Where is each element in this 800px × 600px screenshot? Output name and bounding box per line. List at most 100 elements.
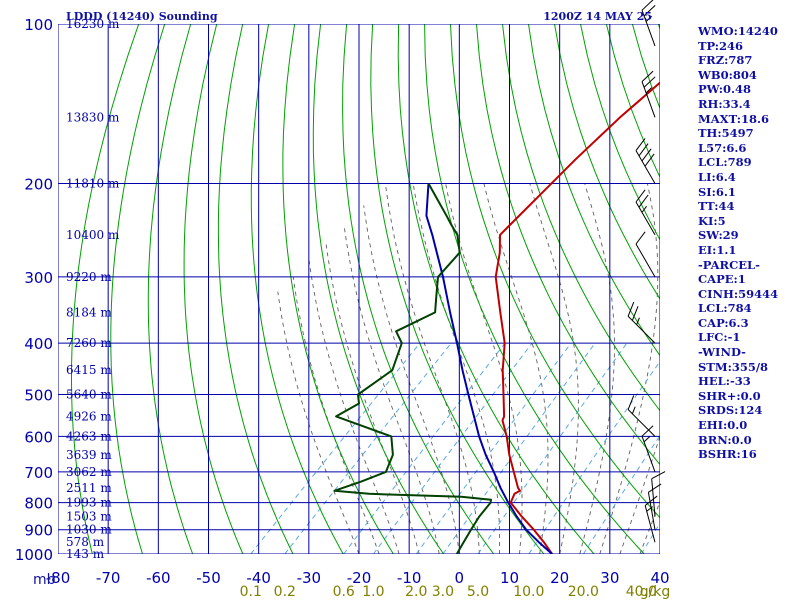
wind-barb-flag [635,189,646,203]
sounding-index-item: CAPE:1 [698,272,746,287]
dry-adiabat-line [502,24,660,412]
temperature-tick-label: -80 [46,569,71,587]
wind-barb-half-flag [645,87,653,94]
pressure-tick-label: 100 [24,16,53,34]
dry-adiabat-line [312,24,444,554]
dry-adiabat-line [370,24,545,554]
wind-barb-flag [641,425,654,437]
wind-barb-staff [627,315,656,344]
temperature-tick-label: 10 [500,569,519,587]
dry-adiabat-line [71,24,140,554]
wind-barb-flag [643,76,656,88]
pressure-tick-label: 200 [24,176,53,194]
sounding-index-item: TP:246 [698,38,744,53]
height-label: 7260 m [66,336,112,350]
wind-barb-flag [627,301,635,317]
height-label: 9220 m [66,270,112,284]
sounding-index-item: SHR+:0.0 [698,388,761,403]
sounding-index-item: BRN:0.0 [698,432,752,447]
mixing-ratio-label: 2.0 [405,584,427,600]
wind-barb-flag [644,495,658,506]
wind-barb [651,471,666,517]
sounding-indices-list: WMO:14240 TP:246 FRZ:787 WB0:804 PW:0.48 RH:3… [698,24,778,462]
dry-adiabat-line [110,24,166,554]
pressure-units-label: mb [33,572,56,588]
dry-adiabat-line [580,24,660,241]
mixing-ratio-label: 3.0 [432,584,454,600]
mixing-ratio-label: 5.0 [467,584,489,600]
moist-adiabat-line [343,225,440,554]
wind-barb-flag [641,0,654,11]
sounding-index-item: HEL:-33 [698,374,751,389]
sounding-index-item: WMO:14240 [698,24,778,38]
height-label: 578 m [66,535,105,549]
sounding-index-item: CINH:59444 [698,286,779,301]
wind-barb-half-flag [643,436,650,443]
temperature-tick-label: -60 [146,569,171,587]
height-label: 4263 m [66,429,112,443]
moist-adiabat-line [292,276,380,554]
pressure-tick-label: 800 [24,495,53,513]
height-label: 1030 m [66,523,112,537]
height-label: 13830 m [66,110,120,124]
wind-barb-staff [641,81,656,118]
height-label: 1503 m [66,510,112,524]
pressure-tick-label: 400 [24,335,53,353]
wind-barb-half-flag [631,406,636,414]
dry-adiabat-line [450,24,660,519]
wind-barb-staff [641,10,656,47]
sounding-index-item: WB0:804 [698,67,757,82]
wind-barb-flag [641,70,654,82]
sounding-index-item: MAXT:18.6 [698,111,769,126]
wind-barb-staff [627,409,656,437]
wind-barb-flag [638,194,649,208]
isotherm-isobar-grid [58,24,660,554]
wind-barb [635,189,656,236]
temperature-tick-label: -20 [347,569,372,587]
moist-adiabat-line [363,205,460,554]
pressure-tick-label: 600 [24,428,53,446]
moist-adiabat-line [639,500,660,554]
wind-barb-staff [641,436,656,473]
pressure-tick-label: 700 [24,464,53,482]
wind-barb [635,231,656,278]
wind-barb-staff [644,505,656,543]
moist-adiabat-line [483,183,549,554]
sounding-index-item: L57:6.6 [698,140,747,155]
parcel-trace [425,183,553,554]
chart-time-label: 1200Z 14 MAY 25 [543,10,652,23]
temperature-trace [494,81,660,554]
wind-barb-flag [635,138,646,151]
sounding-index-item: LCL:789 [698,155,752,170]
pressure-tick-label: 500 [24,386,53,404]
wind-barb-staff [651,478,656,517]
wind-barb-staff [635,150,656,184]
pressure-tick-label: 1000 [15,546,53,564]
dry-adiabat-line [424,24,645,554]
chart-title: LDDD (14240) Sounding [66,10,218,23]
wind-barb [644,495,658,543]
wind-barb-flag [641,148,652,162]
pressure-tick-label: 900 [24,522,53,540]
wind-barb-half-flag [645,15,653,22]
temperature-tick-label: -50 [196,569,221,587]
mixing-ratio-unit-label: g/kg [640,584,671,600]
wind-barb-half-flag [641,205,647,213]
dry-adiabat-line [217,24,294,554]
sounding-index-item: LI:6.4 [698,169,736,184]
dry-adiabat-line [250,24,344,554]
wind-barb-flag [638,143,649,157]
sounding-index-item: SW:29 [698,228,739,243]
sounding-index-item: STM:355/8 [698,359,769,374]
dry-adiabat-line [342,24,495,554]
sounding-index-item: SI:6.1 [698,184,736,199]
height-label: 5640 m [66,387,112,401]
sounding-index-item: CAP:6.3 [698,315,749,330]
sounding-index-item: SRDS:124 [698,403,763,418]
wind-barb-staff [635,243,656,278]
height-label: 6415 m [66,363,112,377]
sounding-index-item: RH:33.4 [698,96,751,111]
